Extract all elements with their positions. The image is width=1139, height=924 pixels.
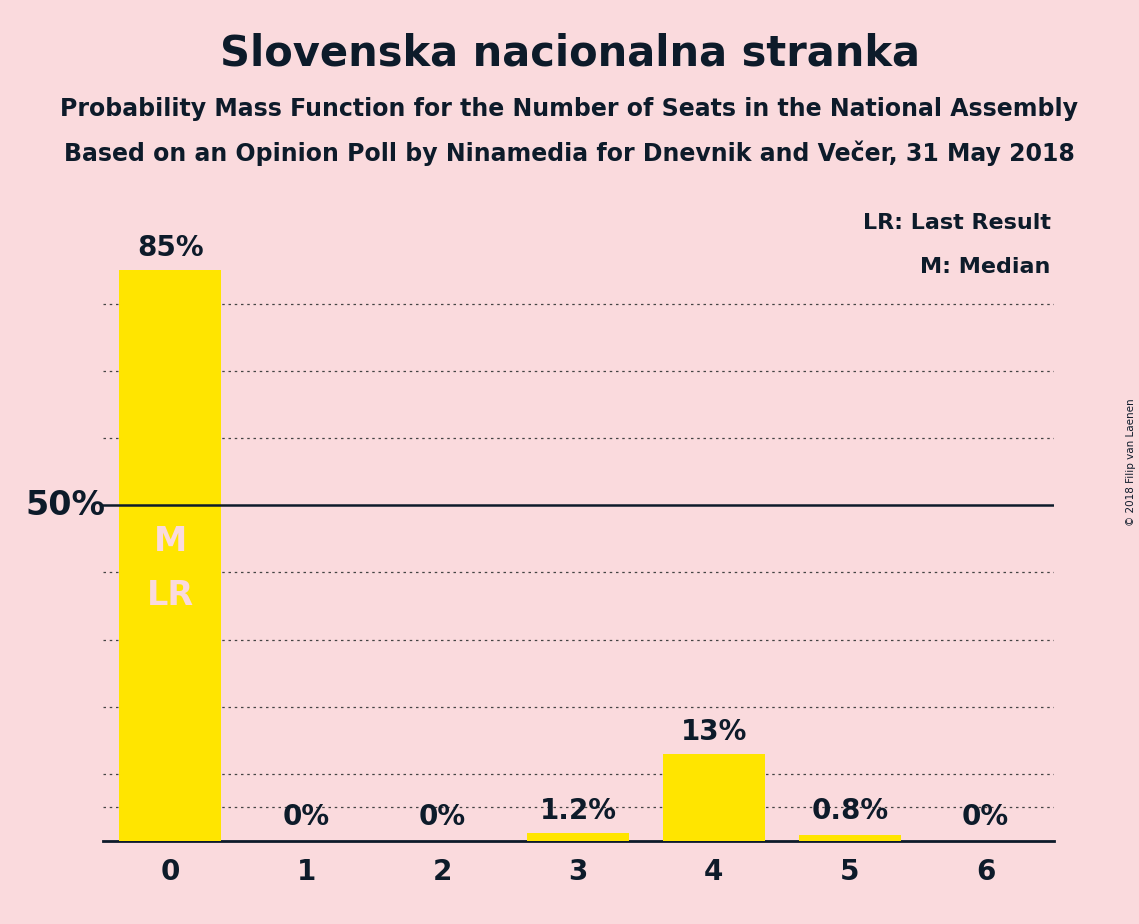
Text: 0%: 0% xyxy=(419,803,466,831)
Text: Slovenska nacionalna stranka: Slovenska nacionalna stranka xyxy=(220,32,919,74)
Text: LR: Last Result: LR: Last Result xyxy=(863,213,1051,234)
Text: 85%: 85% xyxy=(137,235,204,262)
Text: 50%: 50% xyxy=(25,489,105,522)
Bar xyxy=(527,833,629,841)
Text: M: Median: M: Median xyxy=(920,257,1051,277)
Text: 1.2%: 1.2% xyxy=(540,796,616,825)
Text: 0%: 0% xyxy=(962,803,1009,831)
Bar xyxy=(120,271,221,841)
Text: © 2018 Filip van Laenen: © 2018 Filip van Laenen xyxy=(1126,398,1136,526)
Text: 13%: 13% xyxy=(681,718,747,746)
Text: Probability Mass Function for the Number of Seats in the National Assembly: Probability Mass Function for the Number… xyxy=(60,97,1079,121)
Text: 0.8%: 0.8% xyxy=(811,797,888,825)
Text: M: M xyxy=(154,526,187,558)
Text: Based on an Opinion Poll by Ninamedia for Dnevnik and Večer, 31 May 2018: Based on an Opinion Poll by Ninamedia fo… xyxy=(64,140,1075,166)
Bar xyxy=(663,754,765,841)
Text: LR: LR xyxy=(147,579,194,612)
Text: 0%: 0% xyxy=(282,803,330,831)
Bar xyxy=(798,835,901,841)
